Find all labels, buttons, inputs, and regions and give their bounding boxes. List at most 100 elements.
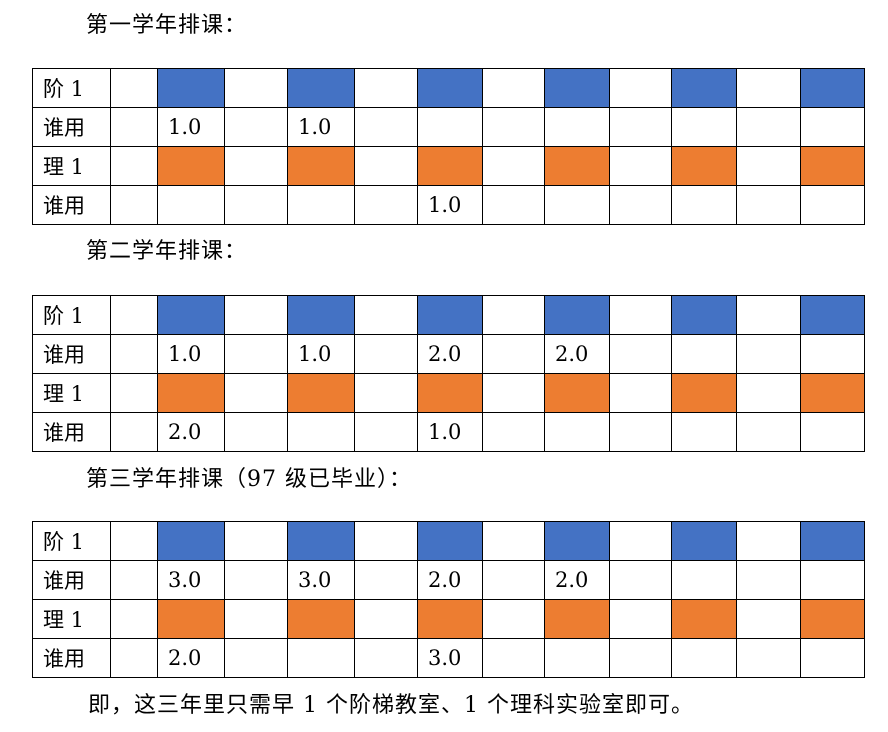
table-cell (110, 412, 158, 452)
table-row: 谁用 3.0 3.0 2.0 2.0 (32, 560, 865, 600)
table-cell (736, 68, 801, 108)
table-cell (354, 185, 418, 225)
table-cell (736, 146, 801, 186)
table-cell (110, 107, 158, 147)
stair-classroom-slot (671, 295, 737, 335)
table-cell (354, 107, 418, 147)
table-cell (482, 560, 545, 600)
table-cell (544, 185, 610, 225)
table-cell: 3.0 (417, 638, 483, 678)
table-cell (354, 68, 418, 108)
table-cell (609, 412, 672, 452)
stair-classroom-slot (417, 521, 483, 561)
row-label: 谁用 (32, 107, 111, 147)
table-cell (671, 185, 737, 225)
table-cell (224, 68, 288, 108)
table-cell (224, 560, 288, 600)
table-cell (482, 107, 545, 147)
table-cell: 2.0 (417, 334, 483, 374)
science-lab-slot (544, 599, 610, 639)
table-cell (482, 599, 545, 639)
table-cell (482, 373, 545, 413)
table-cell (609, 295, 672, 335)
table-cell (482, 68, 545, 108)
table-cell: 1.0 (157, 334, 225, 374)
table-cell: 3.0 (157, 560, 225, 600)
table-cell (609, 521, 672, 561)
stair-classroom-slot (287, 295, 355, 335)
table-cell (482, 295, 545, 335)
table-cell (482, 521, 545, 561)
row-label: 阶 1 (32, 68, 111, 108)
stair-classroom-slot (287, 521, 355, 561)
row-label: 理 1 (32, 146, 111, 186)
table-cell (287, 185, 355, 225)
table-cell: 1.0 (287, 334, 355, 374)
table-cell (110, 638, 158, 678)
table-cell (609, 185, 672, 225)
table-cell (482, 638, 545, 678)
table-row: 理 1 (32, 599, 865, 639)
table-cell (736, 295, 801, 335)
stair-classroom-slot (544, 295, 610, 335)
table-cell (736, 107, 801, 147)
table-cell (736, 412, 801, 452)
table-cell (110, 146, 158, 186)
table-cell (110, 334, 158, 374)
table-cell (671, 334, 737, 374)
table-cell: 2.0 (157, 638, 225, 678)
stair-classroom-slot (671, 68, 737, 108)
stair-classroom-slot (287, 68, 355, 108)
science-lab-slot (800, 373, 865, 413)
table-cell (224, 107, 288, 147)
science-lab-slot (417, 599, 483, 639)
table-cell (609, 599, 672, 639)
table-cell (609, 68, 672, 108)
science-lab-slot (544, 373, 610, 413)
table-cell (609, 560, 672, 600)
table-cell (671, 560, 737, 600)
row-label: 谁用 (32, 412, 111, 452)
table-cell (354, 373, 418, 413)
table-row: 理 1 (32, 146, 865, 186)
stair-classroom-slot (544, 68, 610, 108)
science-lab-slot (157, 373, 225, 413)
heading-year-3: 第三学年排课（97 级已毕业）： (86, 467, 412, 492)
table-cell (354, 146, 418, 186)
row-label: 谁用 (32, 560, 111, 600)
table-cell (224, 373, 288, 413)
table-cell (609, 638, 672, 678)
table-cell (736, 334, 801, 374)
table-row: 谁用 2.0 3.0 (32, 638, 865, 678)
stair-classroom-slot (417, 68, 483, 108)
schedule-table-year-3: 阶 1 谁用 3.0 3.0 2.0 2.0 理 1 谁用 2.0 3.0 (32, 521, 865, 678)
table-cell (609, 373, 672, 413)
table-cell (224, 599, 288, 639)
table-cell (417, 107, 483, 147)
table-cell (736, 521, 801, 561)
heading-year-2: 第二学年排课： (86, 239, 248, 264)
table-cell (482, 185, 545, 225)
table-cell (671, 638, 737, 678)
table-cell (354, 521, 418, 561)
row-label: 谁用 (32, 185, 111, 225)
table-row: 谁用 2.0 1.0 (32, 412, 865, 452)
table-cell (736, 638, 801, 678)
table-cell (609, 146, 672, 186)
row-label: 谁用 (32, 638, 111, 678)
heading-year-1: 第一学年排课： (86, 13, 248, 38)
table-cell: 2.0 (544, 334, 610, 374)
stair-classroom-slot (800, 68, 865, 108)
table-row: 谁用 1.0 1.0 2.0 2.0 (32, 334, 865, 374)
table-row: 谁用 1.0 (32, 185, 865, 225)
science-lab-slot (287, 599, 355, 639)
table-cell: 1.0 (287, 107, 355, 147)
row-label: 理 1 (32, 599, 111, 639)
table-cell (110, 68, 158, 108)
table-cell (287, 638, 355, 678)
table-cell: 1.0 (157, 107, 225, 147)
row-label: 谁用 (32, 334, 111, 374)
table-row: 阶 1 (32, 295, 865, 335)
table-cell (354, 599, 418, 639)
table-cell: 2.0 (544, 560, 610, 600)
